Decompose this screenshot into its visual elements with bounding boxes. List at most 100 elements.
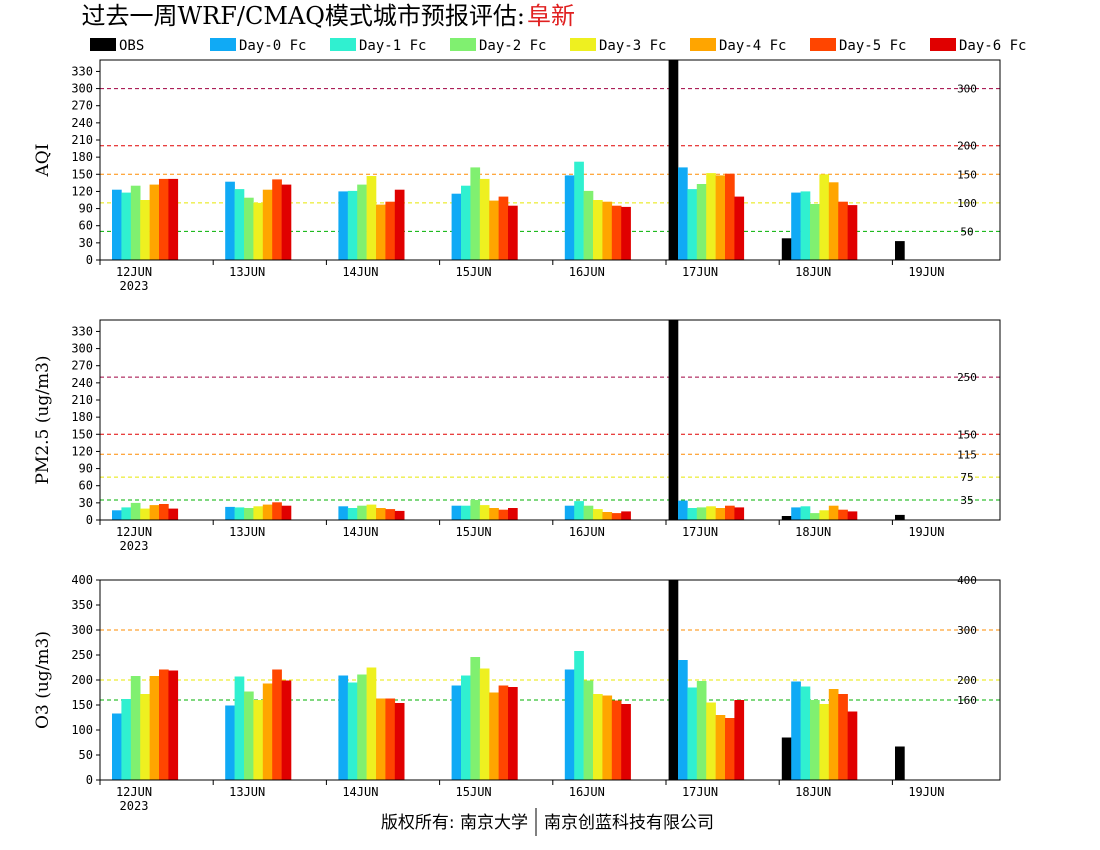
y-tick-label: 210 xyxy=(71,393,93,407)
bar-day-3-fc-17jun xyxy=(706,506,716,520)
bar-day-2-fc-12jun xyxy=(130,502,141,520)
legend-swatch-day-4-fc xyxy=(690,38,716,51)
bar-day-3-fc-16jun xyxy=(593,200,603,260)
bar-day-5-fc-17jun xyxy=(725,173,735,260)
y-tick-label: 30 xyxy=(79,236,93,250)
bar-day-6-fc-16jun xyxy=(621,511,631,520)
bar-day-5-fc-18jun xyxy=(838,201,848,260)
y-tick-label: 270 xyxy=(71,359,93,373)
bar-day-2-fc-13jun xyxy=(244,691,254,780)
bar-day-2-fc-13jun xyxy=(244,197,254,260)
bar-day-0-fc-14jun xyxy=(338,506,349,520)
y-tick-label: 180 xyxy=(71,410,93,424)
bar-day-0-fc-18jun xyxy=(791,507,801,520)
figure-title: 过去一周WRF/CMAQ模式城市预报评估: 阜新 xyxy=(81,2,575,30)
panel-o3-ug-m3: 16020030040005010015020025030035040012JU… xyxy=(33,573,1001,813)
bar-day-4-fc-17jun xyxy=(715,508,726,520)
bar-day-1-fc-16jun xyxy=(574,161,584,260)
legend-swatch-day-5-fc xyxy=(810,38,836,51)
x-tick-label-14jun: 14JUN xyxy=(342,785,378,799)
legend: OBS Day-0 Fc Day-1 Fc Day-2 Fc Day-3 Fc Day-4… xyxy=(90,38,1026,54)
x-tick-label-13jun: 13JUN xyxy=(229,265,265,279)
bar-day-5-fc-15jun xyxy=(498,509,509,520)
bar-day-0-fc-17jun xyxy=(678,167,688,260)
x-tick-label-12jun: 12JUN xyxy=(116,785,152,799)
bar-obs-18jun xyxy=(781,238,792,260)
bar-day-5-fc-12jun xyxy=(159,504,169,520)
bar-day-3-fc-13jun xyxy=(253,700,264,780)
bar-day-5-fc-13jun xyxy=(272,669,282,780)
y-tick-label: 100 xyxy=(71,723,93,737)
legend-swatch-day-3-fc xyxy=(570,38,596,51)
ref-line-label-250: 250 xyxy=(957,371,977,384)
bar-day-4-fc-14jun xyxy=(376,508,386,520)
x-tick-label-15jun: 15JUN xyxy=(456,265,492,279)
bar-day-1-fc-16jun xyxy=(574,501,584,520)
x-tick-label-19jun: 19JUN xyxy=(908,525,944,539)
bar-day-6-fc-13jun xyxy=(281,505,292,520)
bar-day-1-fc-17jun xyxy=(687,189,698,260)
bar-day-1-fc-12jun xyxy=(121,699,132,780)
bar-day-0-fc-17jun xyxy=(678,500,688,520)
bar-day-2-fc-16jun xyxy=(583,680,594,780)
bar-day-5-fc-17jun xyxy=(725,505,735,520)
x-tick-label-15jun: 15JUN xyxy=(456,525,492,539)
bar-day-0-fc-16jun xyxy=(564,505,575,520)
bar-day-2-fc-15jun xyxy=(470,167,481,260)
bar-obs-19jun xyxy=(895,746,905,780)
bar-day-2-fc-17jun xyxy=(696,507,707,520)
y-tick-label: 400 xyxy=(71,573,93,587)
bar-day-3-fc-18jun xyxy=(819,704,830,780)
bar-day-6-fc-16jun xyxy=(621,206,631,260)
plot-frame xyxy=(99,59,1001,261)
bar-day-5-fc-15jun xyxy=(498,196,509,260)
bar-day-1-fc-17jun xyxy=(687,687,698,780)
y-tick-label: 240 xyxy=(71,116,93,130)
bar-day-3-fc-15jun xyxy=(479,668,490,780)
bar-obs-17jun xyxy=(668,320,679,520)
bar-day-6-fc-14jun xyxy=(394,510,405,520)
bar-day-0-fc-17jun xyxy=(678,660,688,780)
bar-day-4-fc-15jun xyxy=(489,692,499,780)
bar-day-0-fc-15jun xyxy=(451,685,462,780)
y-tick-label: 200 xyxy=(71,673,93,687)
bar-day-6-fc-17jun xyxy=(734,196,745,260)
legend-label-day-5-fc: Day-5 Fc xyxy=(839,38,906,54)
bar-obs-19jun xyxy=(895,241,905,260)
bar-day-3-fc-17jun xyxy=(706,702,716,780)
legend-swatch-day-6-fc xyxy=(930,38,956,51)
y-tick-label: 240 xyxy=(71,376,93,390)
legend-label-day-2-fc: Day-2 Fc xyxy=(479,38,546,54)
y-tick-label: 300 xyxy=(71,342,93,356)
bar-day-6-fc-18jun xyxy=(847,511,858,520)
panel-pm2-5-ug-m3: 35 75 115 150 250 0 30 60 90 120 150 180 210 240 270 30… xyxy=(33,319,1001,553)
bar-day-4-fc-18jun xyxy=(828,182,839,260)
x-tick-label-17jun: 17JUN xyxy=(682,265,718,279)
x-tick-label-13jun: 13JUN xyxy=(229,525,265,539)
y-axis-label: O3 (ug/m3) xyxy=(33,631,53,729)
bar-day-0-fc-12jun xyxy=(112,510,122,520)
ref-line-label-200: 200 xyxy=(957,140,977,153)
bar-day-4-fc-16jun xyxy=(602,695,613,780)
bar-obs-19jun xyxy=(895,514,905,520)
ref-line-label-150: 150 xyxy=(957,428,977,441)
bar-day-3-fc-16jun xyxy=(593,509,603,520)
x-tick-label-17jun: 17JUN xyxy=(682,525,718,539)
title-text: 过去一周WRF/CMAQ模式城市预报评估: xyxy=(81,2,525,30)
bar-day-5-fc-13jun xyxy=(272,502,282,520)
bar-day-0-fc-16jun xyxy=(564,669,575,780)
bar-day-4-fc-15jun xyxy=(489,508,499,520)
bar-day-6-fc-12jun xyxy=(168,508,179,520)
y-tick-label: 120 xyxy=(71,184,93,198)
bar-day-5-fc-14jun xyxy=(385,509,396,520)
bar-day-0-fc-18jun xyxy=(791,192,801,260)
bar-day-6-fc-15jun xyxy=(508,205,518,260)
bar-day-1-fc-18jun xyxy=(800,686,811,780)
bar-day-1-fc-14jun xyxy=(347,682,358,780)
bar-day-4-fc-16jun xyxy=(602,512,613,520)
bar-day-4-fc-16jun xyxy=(602,201,613,260)
bar-day-3-fc-13jun xyxy=(253,202,264,260)
ref-line-label-200: 200 xyxy=(957,674,977,687)
y-tick-label: 150 xyxy=(71,167,93,181)
bar-day-4-fc-13jun xyxy=(262,504,273,520)
